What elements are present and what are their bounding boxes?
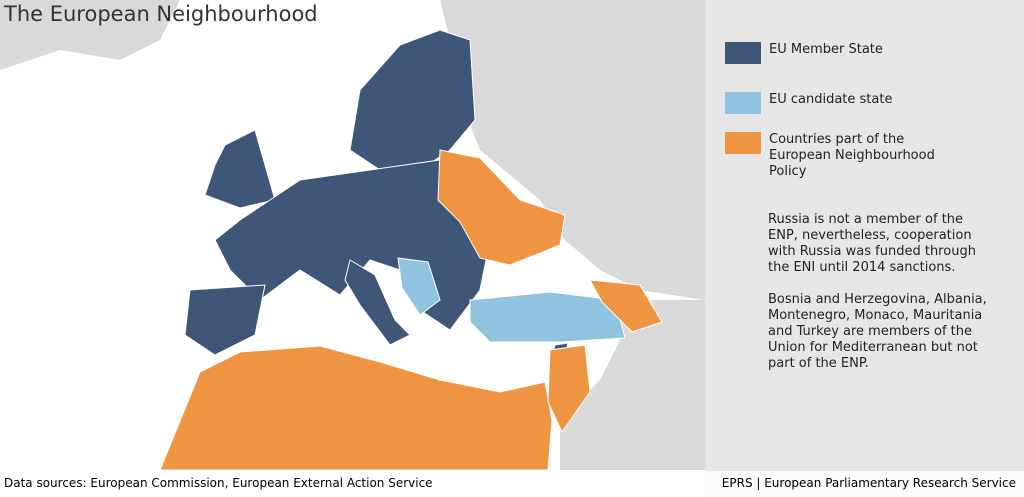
legend-item: Countries part of the European Neighbour…	[725, 132, 959, 180]
legend-item: EU Member State	[725, 42, 959, 64]
footer: Data sources: European Commission, Europ…	[0, 471, 1024, 497]
land-russia	[440, 0, 705, 300]
legend-swatch	[725, 92, 761, 114]
region-eastern-partners	[437, 149, 566, 266]
land-middle-east	[540, 300, 705, 470]
legend-swatch	[725, 42, 761, 64]
region-north-africa	[159, 345, 553, 471]
land-north	[0, 0, 180, 70]
footer-sources: Data sources: European Commission, Europ…	[4, 476, 433, 490]
title: The European Neighbourhood	[4, 2, 318, 26]
footer-credit: EPRS | European Parliamentary Research S…	[721, 476, 1016, 490]
region-iberia	[184, 284, 266, 356]
note: Bosnia and Herzegovina, Albania, Montene…	[768, 292, 987, 371]
legend-swatch	[725, 132, 761, 154]
legend-item: EU candidate state	[725, 92, 959, 114]
region-italy	[344, 259, 411, 346]
legend-label: Countries part of the European Neighbour…	[769, 132, 935, 179]
region-british-isles	[204, 129, 276, 209]
panel	[705, 0, 1024, 497]
legend-label: EU Member State	[769, 42, 883, 57]
region-turkey	[469, 291, 626, 343]
region-levant	[547, 344, 591, 433]
note: Russia is not a member of the ENP, never…	[768, 212, 976, 275]
legend-label: EU candidate state	[769, 92, 893, 107]
region-caucasus	[589, 279, 663, 333]
region-western-balkans	[397, 257, 441, 316]
